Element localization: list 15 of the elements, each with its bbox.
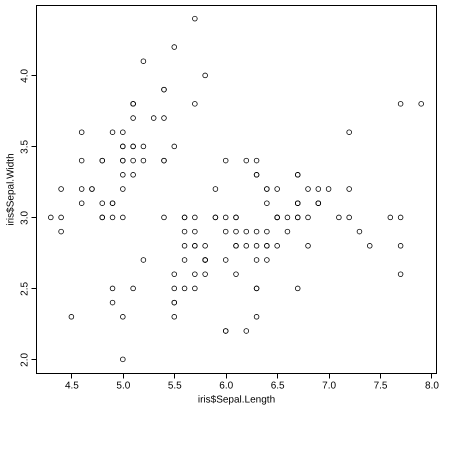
x-tick-label: 8.0	[425, 380, 440, 392]
x-tick-label: 7.5	[374, 380, 388, 392]
y-axis-title: iris$Sepal.Width	[6, 153, 16, 226]
x-tick-label: 6.5	[270, 380, 286, 392]
y-tick-label: 4.0	[20, 68, 30, 83]
y-tick-label: 2.0	[20, 352, 30, 367]
y-tick-label: 3.0	[20, 210, 30, 225]
x-tick-label: 7.0	[322, 380, 336, 392]
x-tick-label: 4.5	[64, 380, 80, 392]
x-axis-title: iris$Sepal.Length	[198, 394, 276, 406]
y-tick-label: 3.5	[20, 140, 30, 154]
x-tick-label: 6.0	[219, 380, 234, 392]
y-tick-label: 2.5	[20, 281, 30, 296]
x-tick-label: 5.0	[116, 380, 131, 392]
x-tick-label: 5.5	[168, 380, 182, 392]
